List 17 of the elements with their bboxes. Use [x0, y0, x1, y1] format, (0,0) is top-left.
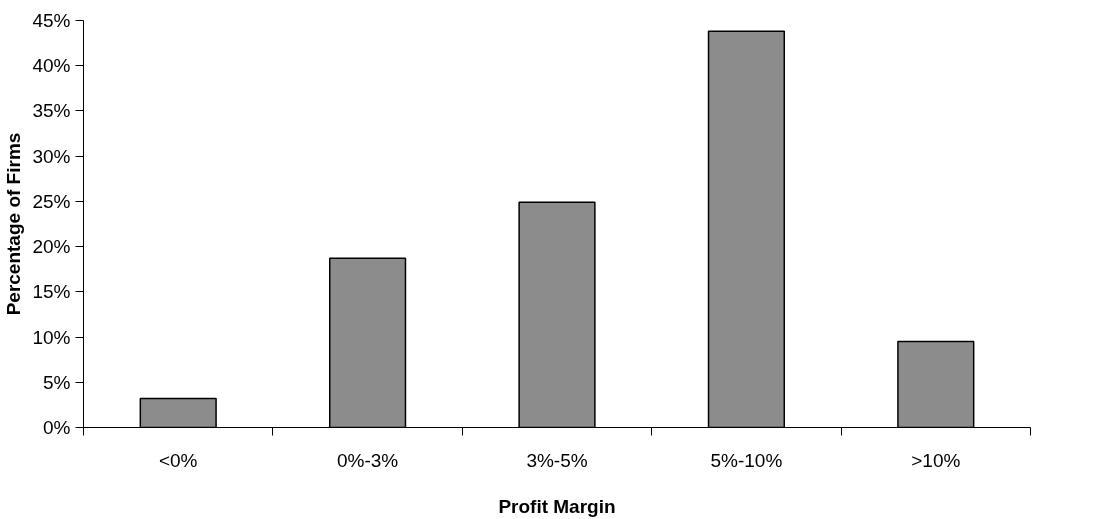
x-axis-title: Profit Margin: [498, 495, 616, 517]
x-tick-label: 0%-3%: [336, 449, 399, 471]
x-tick-label: 5%-10%: [710, 449, 783, 471]
y-axis-title: Percentage of Firms: [3, 132, 25, 316]
x-tick-label: >10%: [911, 449, 961, 471]
y-tick-label: 0%: [43, 417, 71, 438]
y-tick-label: 25%: [32, 190, 71, 212]
y-tick-label: 40%: [32, 55, 71, 77]
y-tick-label: 45%: [32, 10, 71, 31]
y-tick-label: 35%: [32, 100, 71, 122]
x-tick-label: <0%: [158, 449, 198, 471]
y-tick-label: 15%: [32, 281, 71, 303]
y-tick-label: 10%: [32, 326, 71, 348]
y-tick-label: 20%: [32, 236, 71, 258]
x-tick-label: 3%-5%: [526, 449, 588, 471]
y-tick-label: 5%: [43, 371, 71, 393]
y-tick-label: 30%: [32, 145, 71, 167]
